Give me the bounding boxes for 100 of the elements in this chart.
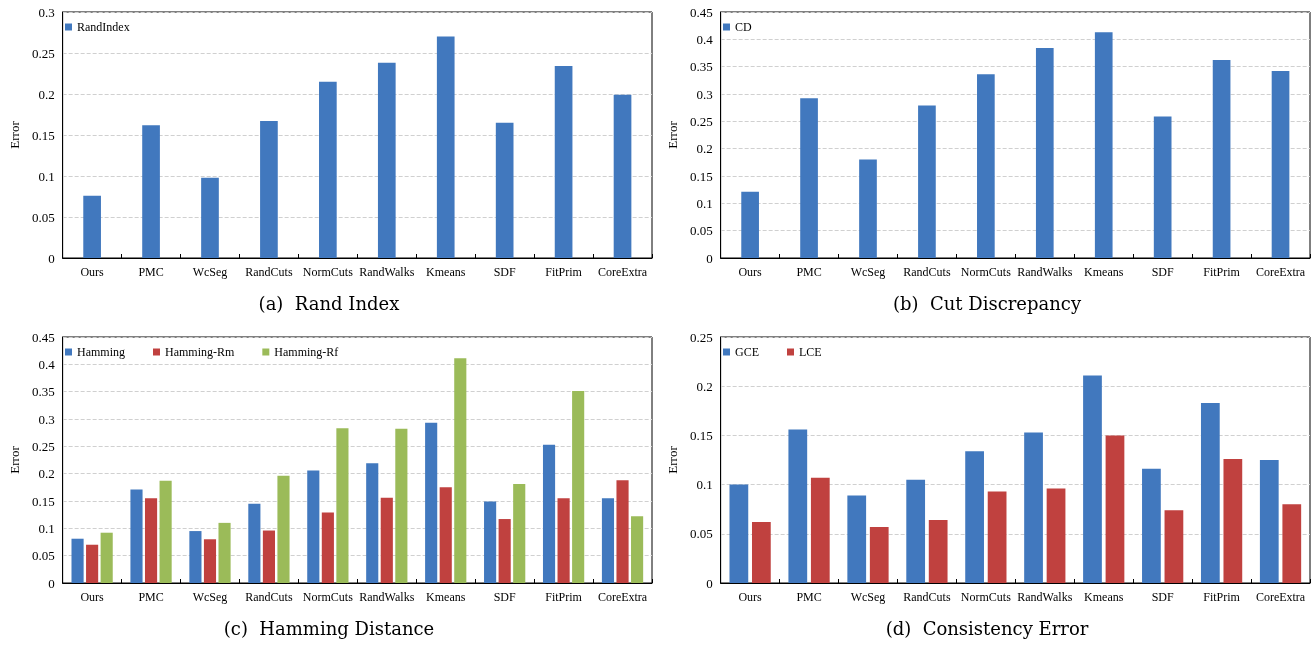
bar — [86, 544, 99, 583]
x-tick-label: PMC — [796, 265, 822, 279]
y-tick-label: 0.3 — [696, 86, 713, 102]
bar — [1223, 459, 1243, 583]
y-tick-label: 0.1 — [696, 477, 713, 493]
legend-label: GCE — [735, 345, 759, 359]
bar — [918, 105, 936, 258]
x-tick-label: Ours — [80, 590, 105, 604]
x-tick-label: FitPrim — [1203, 265, 1241, 279]
bar — [1271, 71, 1290, 258]
y-tick-label: 0.35 — [31, 384, 55, 400]
bar — [557, 498, 570, 583]
x-tick-label: NormCuts — [302, 265, 354, 279]
x-tick-label: FitPrim — [1203, 590, 1241, 604]
bar — [380, 497, 393, 583]
legend-label: Hamming-Rf — [274, 345, 339, 359]
y-tick-label: 0.35 — [689, 59, 713, 75]
bar — [1282, 504, 1302, 583]
bar — [788, 429, 808, 583]
y-tick-label: 0.3 — [38, 4, 55, 20]
x-tick-label: NormCuts — [960, 590, 1012, 604]
y-tick-label: 0.05 — [31, 548, 55, 564]
bar — [142, 125, 160, 258]
text: (d) Consistency Error — [885, 617, 1089, 639]
bar — [1035, 48, 1054, 258]
bar — [751, 521, 771, 583]
bar — [484, 501, 497, 583]
bar — [395, 428, 408, 583]
bar — [498, 519, 511, 583]
y-tick-label: 0.4 — [696, 31, 714, 47]
bar — [554, 66, 573, 258]
bar — [1212, 60, 1231, 258]
x-tick-label: PMC — [796, 590, 822, 604]
x-tick-label: Ours — [738, 590, 763, 604]
x-tick-label: RandCuts — [903, 590, 951, 604]
y-axis-title: Error — [7, 445, 22, 474]
x-tick-label: SDF — [1151, 265, 1174, 279]
bar — [203, 539, 217, 583]
x-tick-label: RandWalks — [1017, 590, 1073, 604]
bar — [1083, 375, 1102, 583]
bar — [336, 428, 349, 583]
bar — [1024, 432, 1043, 583]
x-tick-label: RandCuts — [245, 265, 293, 279]
bar — [741, 191, 759, 258]
bar — [436, 36, 455, 258]
bar — [810, 477, 830, 583]
x-tick-label: CoreExtra — [597, 590, 648, 604]
y-axis-title: Error — [665, 120, 680, 149]
bar — [1046, 488, 1066, 583]
x-tick-label: Ours — [738, 265, 763, 279]
x-tick-label: NormCuts — [302, 590, 354, 604]
y-tick-label: 0 — [706, 250, 713, 266]
bar — [987, 491, 1007, 583]
x-tick-label: FitPrim — [545, 265, 583, 279]
y-tick-label: 0.15 — [689, 427, 713, 443]
bar — [454, 358, 467, 583]
bar — [977, 74, 995, 258]
y-tick-label: 0.1 — [38, 168, 55, 184]
bar — [513, 484, 526, 583]
x-tick-label: WcSeg — [850, 265, 886, 279]
x-tick-label: Kmeans — [1084, 590, 1124, 604]
x-tick-label: WcSeg — [192, 590, 228, 604]
y-tick-label: 0.2 — [38, 466, 55, 482]
bar — [729, 484, 749, 583]
y-tick-label: 0.25 — [689, 329, 713, 345]
legend-label: LCE — [799, 345, 822, 359]
y-tick-label: 0.05 — [689, 223, 713, 239]
x-tick-label: RandWalks — [359, 590, 415, 604]
x-tick-label: PMC — [138, 590, 164, 604]
bar — [425, 422, 438, 583]
y-tick-label: 0.15 — [31, 127, 55, 143]
x-tick-label: RandCuts — [245, 590, 293, 604]
x-tick-label: Kmeans — [426, 265, 466, 279]
bar — [1200, 402, 1220, 583]
y-tick-label: 0.15 — [689, 168, 713, 184]
x-tick-label: NormCuts — [960, 265, 1012, 279]
bar — [377, 62, 396, 258]
bar — [616, 480, 629, 583]
y-tick-label: 0.2 — [38, 86, 55, 102]
bar — [71, 538, 84, 583]
x-tick-label: WcSeg — [192, 265, 228, 279]
y-tick-label: 0.15 — [31, 493, 55, 509]
y-axis-title: Error — [665, 445, 680, 474]
x-tick-label: CoreExtra — [1255, 590, 1306, 604]
x-tick-label: CoreExtra — [597, 265, 648, 279]
bar — [100, 532, 113, 583]
bar — [201, 177, 219, 258]
x-tick-label: SDF — [1151, 590, 1174, 604]
y-tick-label: 0.4 — [38, 356, 56, 372]
bar — [572, 391, 585, 583]
bar — [631, 516, 644, 583]
bar — [1164, 510, 1184, 583]
y-tick-label: 0.05 — [31, 209, 55, 225]
bar — [83, 195, 101, 258]
x-tick-label: RandCuts — [903, 265, 951, 279]
y-tick-label: 0.25 — [689, 113, 713, 129]
y-tick-label: 0 — [706, 575, 713, 591]
bar — [1105, 435, 1125, 583]
x-tick-label: Kmeans — [1084, 265, 1124, 279]
x-tick-label: RandWalks — [359, 265, 415, 279]
